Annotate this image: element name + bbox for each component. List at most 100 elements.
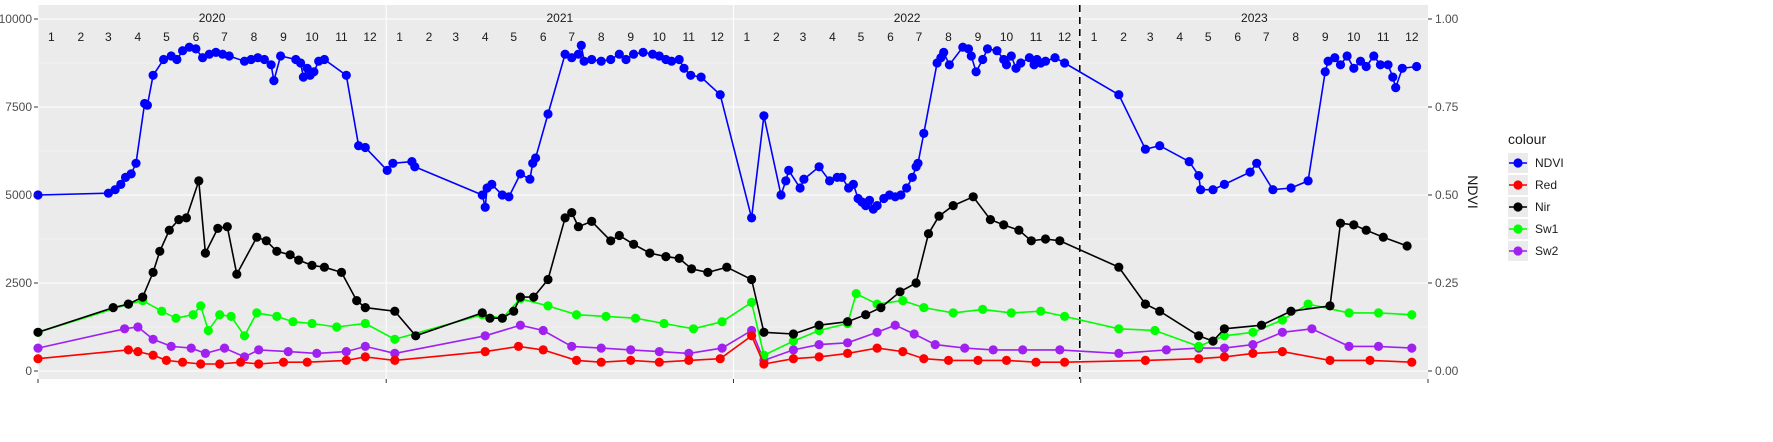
data-point-nir — [985, 215, 996, 225]
month-label: 2 — [773, 30, 780, 44]
month-label: 12 — [363, 30, 377, 44]
data-point-red — [898, 347, 908, 357]
data-point-ndvi — [579, 56, 589, 66]
data-point-ndvi — [1383, 60, 1393, 70]
month-label: 3 — [105, 30, 112, 44]
data-point-sw2 — [1018, 345, 1028, 355]
data-point-red — [872, 343, 882, 353]
legend-key-point — [1513, 202, 1523, 212]
data-point-sw2 — [1344, 341, 1354, 351]
data-point-nir — [272, 246, 282, 256]
month-label: 3 — [1147, 30, 1154, 44]
month-label: 1 — [1091, 30, 1098, 44]
data-point-red — [684, 355, 694, 365]
data-point-sw1 — [948, 308, 958, 318]
data-point-ndvi — [621, 54, 631, 65]
data-point-sw1 — [360, 318, 370, 329]
data-point-nir — [200, 248, 210, 258]
data-point-ndvi — [309, 67, 319, 77]
data-point-red — [919, 354, 929, 364]
data-point-red — [513, 341, 524, 351]
data-point-nir — [645, 248, 655, 258]
month-label: 8 — [1292, 30, 1299, 44]
data-point-sw1 — [688, 324, 699, 334]
data-point-sw1 — [1344, 308, 1354, 318]
data-point-sw2 — [1373, 341, 1384, 351]
x-tick-layer — [37, 379, 1429, 383]
data-point-sw1 — [1060, 311, 1070, 321]
data-point-sw2 — [480, 331, 490, 341]
data-point-red — [1194, 354, 1204, 364]
data-point-sw1 — [717, 317, 727, 327]
data-point-ndvi — [1320, 67, 1330, 77]
data-point-red — [538, 345, 548, 355]
month-label: 5 — [510, 30, 517, 44]
data-point-ndvi — [1252, 158, 1262, 168]
data-point-nir — [319, 262, 329, 272]
data-point-nir — [285, 250, 295, 260]
legend-key-point — [1513, 224, 1523, 234]
data-point-ndvi — [1208, 185, 1218, 195]
data-point-sw1 — [851, 289, 861, 299]
data-point-ndvi — [1335, 60, 1346, 70]
year-label: 2023 — [1241, 11, 1268, 25]
data-point-red — [571, 355, 582, 365]
data-point-sw1 — [1150, 325, 1160, 336]
data-point-sw1 — [226, 311, 236, 321]
data-point-red — [1031, 357, 1041, 367]
month-label: 9 — [975, 30, 982, 44]
data-point-red — [943, 355, 954, 365]
data-point-nir — [722, 262, 732, 272]
series-line-ndvi — [37, 45, 1417, 219]
month-label: 9 — [280, 30, 287, 44]
data-point-red — [1060, 357, 1070, 367]
data-point-nir — [629, 239, 639, 249]
data-point-red — [178, 357, 188, 367]
data-point-red — [1219, 352, 1229, 362]
data-point-ndvi — [148, 70, 158, 80]
data-point-ndvi — [191, 44, 201, 54]
data-point-sw2 — [988, 345, 998, 355]
data-point-nir — [252, 232, 262, 242]
data-point-nir — [1286, 306, 1296, 316]
data-point-nir — [352, 296, 362, 306]
data-point-sw1 — [898, 296, 908, 306]
data-point-red — [788, 354, 799, 364]
data-point-sw2 — [684, 348, 694, 358]
data-point-ndvi — [1114, 90, 1124, 100]
data-point-red — [133, 347, 143, 357]
data-point-red — [715, 354, 725, 364]
data-point-ndvi — [587, 54, 597, 65]
data-point-sw1 — [1114, 324, 1124, 334]
data-point-ndvi — [573, 49, 584, 59]
y-right-tick-label: 0.00 — [1435, 364, 1459, 378]
month-label: 6 — [193, 30, 200, 44]
month-label: 9 — [1322, 30, 1329, 44]
data-point-nir — [1325, 301, 1335, 311]
data-point-ndvi — [1060, 58, 1070, 68]
data-point-ndvi — [1140, 144, 1150, 154]
data-point-red — [148, 350, 158, 360]
data-point-ndvi — [614, 49, 624, 59]
data-point-ndvi — [1050, 53, 1060, 63]
month-label: 1 — [48, 30, 55, 44]
data-point-ndvi — [515, 169, 526, 179]
data-point-ndvi — [1155, 141, 1165, 151]
data-point-red — [747, 331, 757, 341]
month-label: 12 — [1405, 30, 1419, 44]
data-point-sw1 — [1036, 306, 1046, 316]
legend-label: Sw2 — [1535, 244, 1559, 258]
month-label: 1 — [743, 30, 750, 44]
data-point-nir — [411, 331, 421, 341]
data-point-ndvi — [116, 179, 126, 189]
y-right-tick-label: 1.00 — [1435, 12, 1459, 26]
data-point-sw1 — [571, 310, 582, 320]
data-point-sw2 — [515, 320, 526, 330]
data-point-sw2 — [1277, 327, 1287, 337]
data-point-red — [390, 355, 400, 365]
right-axis-layer: 0.00 0.25 0.50 0.75 1.00 — [1428, 12, 1459, 378]
data-point-nir — [222, 222, 232, 232]
y-left-tick-label: 5000 — [5, 188, 32, 202]
y-left-tick-label: 2500 — [5, 276, 32, 290]
data-point-sw2 — [717, 343, 727, 353]
